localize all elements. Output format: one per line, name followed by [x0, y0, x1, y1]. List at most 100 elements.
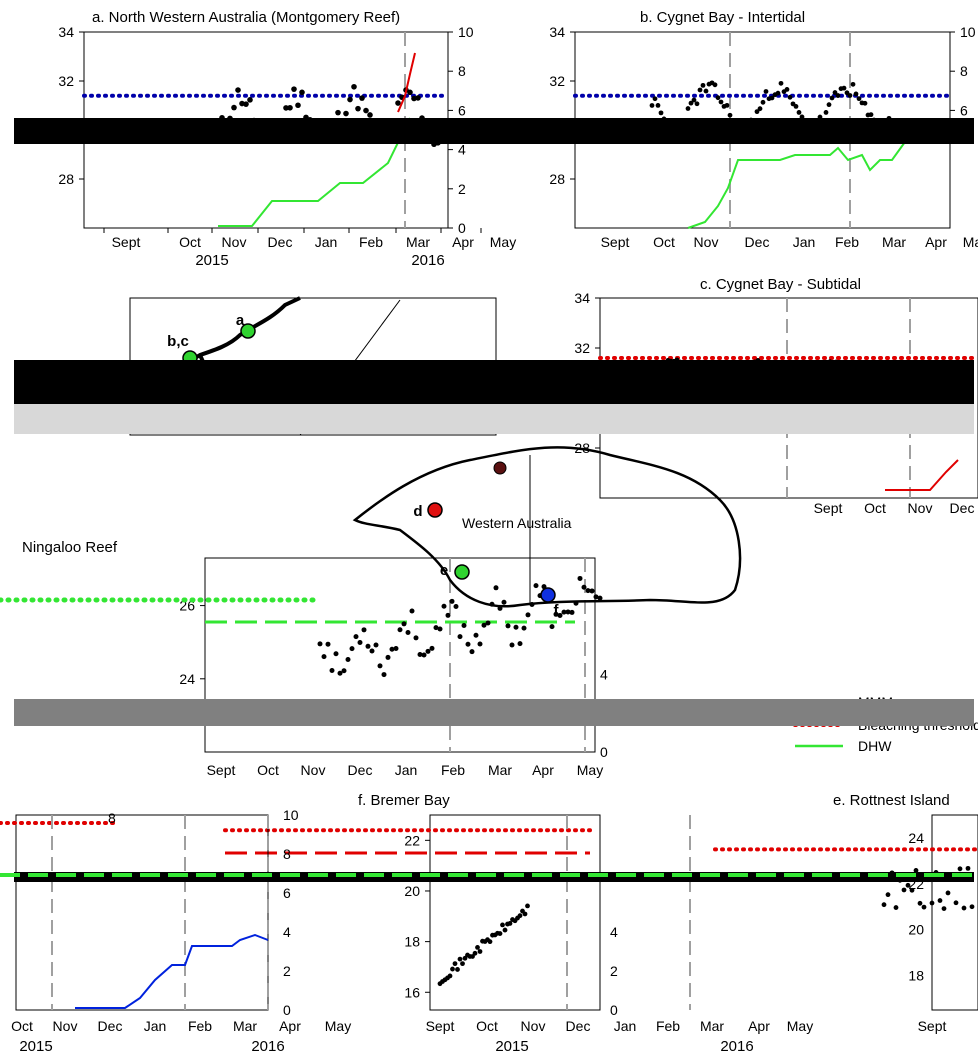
panel-a-temp-point: [347, 96, 353, 103]
panel-d-temp-point: [425, 648, 431, 654]
panel-a-temp-point: [343, 110, 349, 117]
panel-d-temp-point: [585, 588, 591, 594]
panel-d-temp-point: [481, 622, 487, 628]
panel-d-month-label: Dec: [348, 762, 373, 778]
panel-b-temp-point: [754, 109, 760, 115]
panel-a-temp-point: [247, 97, 253, 103]
map-region-label: Western Australia: [462, 515, 572, 531]
panel-b-temp-tick-label: 32: [549, 73, 565, 89]
panel-bl-year-label: 2015: [19, 1038, 52, 1055]
panel-a-year-label: 2016: [411, 252, 444, 269]
panel-d-temp-point: [445, 612, 451, 618]
panel-f-temp-point: [487, 939, 493, 945]
panel-e-temp-tick-label: 24: [908, 830, 924, 846]
panel-f-month-label: Jan: [614, 1018, 637, 1034]
panel-d-temp-point: [461, 623, 467, 629]
panel-e-temp-point: [901, 887, 907, 893]
panel-b-temp-point: [655, 102, 661, 108]
map-site-marker-e: [454, 564, 470, 580]
panel-d-temp-point: [513, 624, 519, 630]
panel-a-temp-tick-label: 28: [58, 171, 74, 187]
panel-a-dhw-tick-label: 6: [458, 102, 466, 118]
panel-e-temp-point: [913, 868, 919, 873]
panel-e-temp-point: [881, 902, 887, 908]
map-site-label-a: a: [236, 312, 245, 329]
panel-b-dhw-series: [687, 134, 911, 229]
panel-b-temp-point: [649, 103, 655, 108]
panel-d-temp-point: [397, 627, 403, 633]
panel-b-temp-point: [832, 90, 838, 95]
panel-a-temp-point: [291, 86, 297, 92]
panel-b-month-label: Apr: [925, 234, 947, 250]
panel-bl-month-label: Oct: [11, 1018, 33, 1034]
panel-b-temp-point: [658, 110, 664, 116]
panel-c-title: c. Cygnet Bay - Subtidal: [700, 276, 861, 293]
panel-f-temp-point: [460, 961, 465, 967]
panel-f-temp-point: [475, 944, 480, 950]
panel-e-month-label: Sept: [918, 1018, 947, 1034]
panel-b-temp-point: [652, 96, 658, 102]
panel-a-temp-point: [395, 100, 401, 106]
panel-f-temp-point: [507, 921, 513, 926]
panel-d-temp-point: [353, 634, 359, 640]
map-site-label-bc: b,c: [167, 333, 189, 350]
panel-d-temp-point: [597, 595, 603, 601]
panel-c-month-label: Oct: [864, 500, 886, 516]
panel-bl-dhw-tick-label: 10: [283, 807, 299, 823]
panel-d-temp-point: [477, 641, 483, 647]
panel-b-temp-point: [769, 95, 775, 101]
panel-d-month-label: Sept: [207, 762, 236, 778]
panel-a-month-label: Jan: [315, 234, 338, 250]
panel-e-temp-point: [929, 900, 935, 906]
panel-d-temp-point: [417, 651, 423, 657]
panel-d-temp-point: [561, 609, 567, 615]
panel-c-dhw-red-series: [885, 459, 959, 491]
map-site-marker-d: [427, 502, 443, 518]
map-site-label-f: f: [554, 602, 560, 619]
panel-b-temp-point: [856, 96, 862, 102]
panel-bl-dhw-tick-label: 2: [283, 963, 291, 979]
map-site-label-e: e: [440, 562, 448, 579]
panel-bl-month-label: Jan: [144, 1018, 167, 1034]
panel-f-temp-tick-label: 20: [404, 883, 420, 899]
panel-b-temp-point: [796, 110, 802, 115]
panel-b-month-label: Dec: [745, 234, 770, 250]
panel-f-temp-tick-label: 16: [404, 984, 420, 1000]
panel-b-month-label: Sept: [601, 234, 630, 250]
panel-bl-frame: [15, 814, 269, 1011]
panel-b-temp-point: [829, 95, 835, 101]
panel-d-temp-point: [393, 646, 399, 652]
panel-b-month-label: Nov: [694, 234, 719, 250]
panel-e-temp-point: [953, 900, 959, 906]
panel-e-title: e. Rottnest Island: [833, 792, 950, 809]
panel-f-dhw-tick-label: 2: [610, 963, 618, 979]
panel-b-month-label: Mar: [882, 234, 906, 250]
panel-a-dhw-tick-label: 4: [458, 142, 466, 158]
panel-a-temp-point: [243, 101, 249, 107]
panel-d-temp-point: [369, 648, 375, 654]
panel-f-temp-point: [497, 931, 503, 936]
panel-b-temp-point: [853, 91, 859, 97]
panel-d-temp-point: [473, 632, 479, 638]
panel-d-temp-point: [525, 612, 531, 618]
panel-a-temp-tick-label: 34: [58, 24, 74, 40]
occlusion-band: [14, 118, 974, 144]
panel-d-temp-point: [509, 642, 515, 648]
panel-e-temp-point: [885, 892, 891, 898]
panel-b-title: b. Cygnet Bay - Intertidal: [640, 9, 805, 26]
panel-f-month-label: Feb: [656, 1018, 680, 1034]
panel-d-temp-point: [413, 635, 419, 641]
panel-b-temp-point: [727, 112, 733, 118]
panel-f-month-label: Dec: [566, 1018, 591, 1034]
panel-bl-year-label: 2016: [251, 1038, 284, 1055]
panel-f-temp-point: [477, 949, 483, 954]
panel-e-temp-point: [909, 887, 915, 893]
panel-e-temp-point: [965, 865, 971, 871]
panel-e-temp-point: [893, 905, 899, 910]
panel-a-temp-point: [235, 87, 241, 93]
panel-d-title: Ningaloo Reef: [22, 539, 118, 556]
panel-b-temp-point: [775, 90, 781, 96]
panel-d-frame: [204, 557, 596, 753]
panel-bl-dhw-series: [75, 933, 269, 1009]
panel-a-temp-point: [363, 107, 369, 114]
